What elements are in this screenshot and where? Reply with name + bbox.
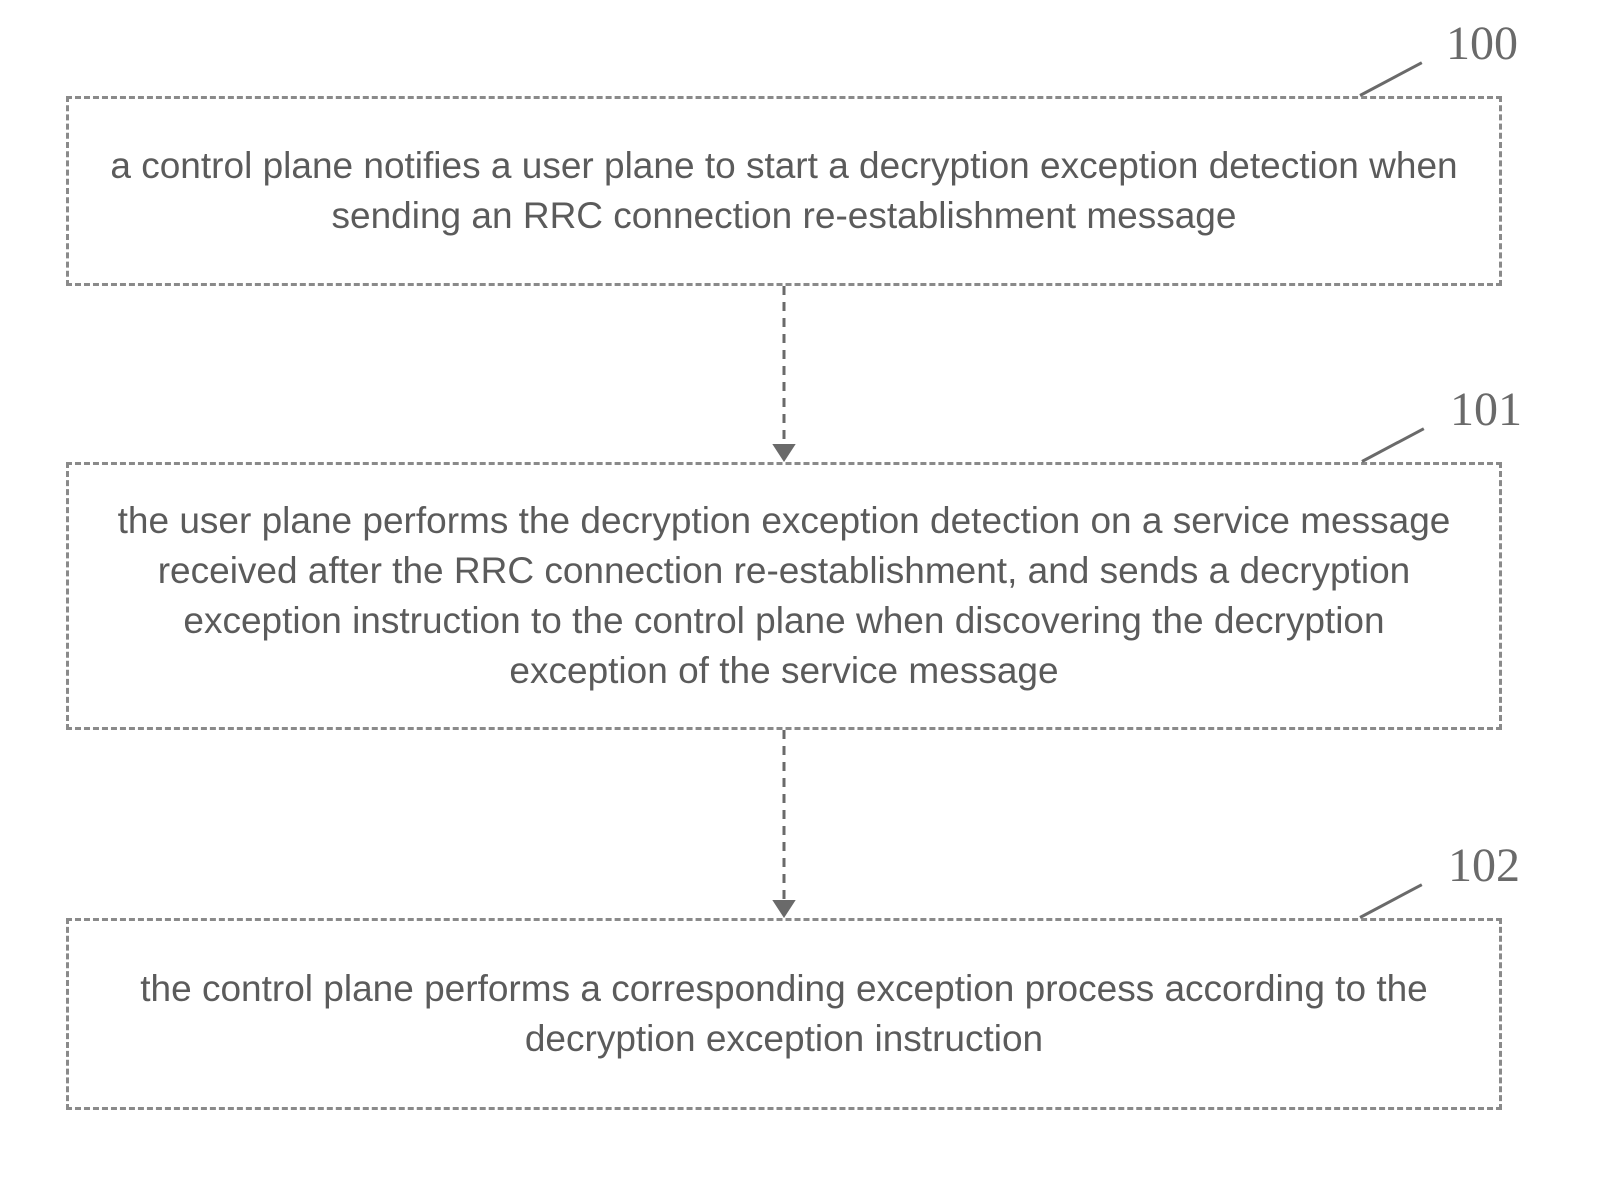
- arrow-1-2: [0, 0, 1617, 1186]
- flowchart-canvas: a control plane notifies a user plane to…: [0, 0, 1617, 1186]
